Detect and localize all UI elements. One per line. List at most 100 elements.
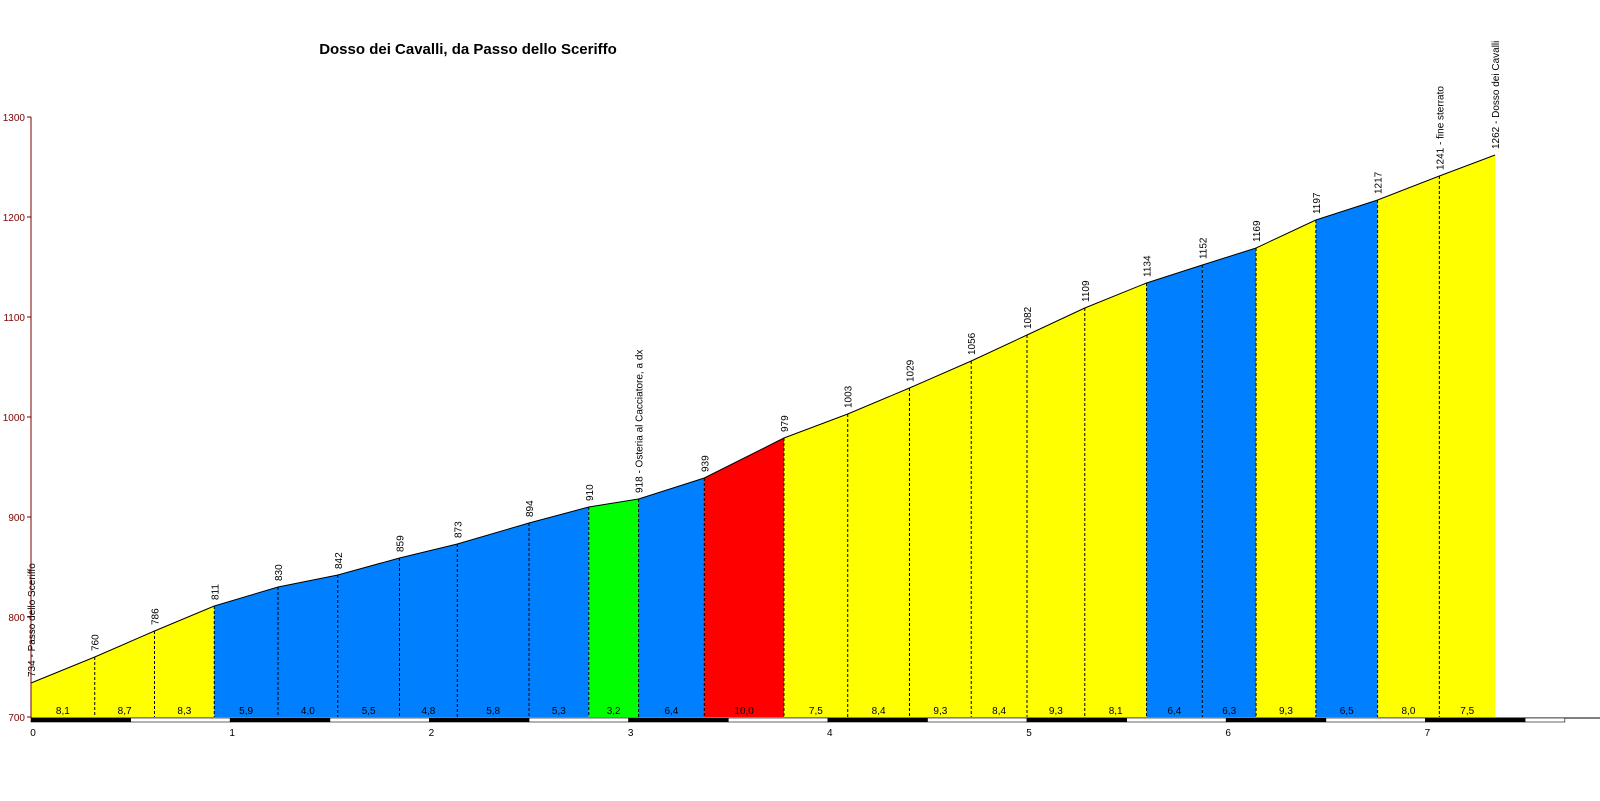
altitude-label: 873 (453, 521, 464, 538)
gradient-label: 5,5 (362, 706, 376, 717)
x-tick-label: 3 (628, 728, 634, 739)
profile-segment (1202, 248, 1257, 717)
profile-segment (1027, 308, 1085, 717)
gradient-label: 6,3 (1222, 706, 1236, 717)
gradient-label: 8,3 (177, 706, 191, 717)
y-tick-label: 900 (8, 513, 25, 524)
profile-segment (638, 478, 705, 717)
profile-segment (1377, 176, 1440, 717)
km-scale-fill (31, 718, 131, 722)
profile-segment (31, 657, 95, 717)
profile-segments (31, 155, 1496, 717)
km-scale-fill (1226, 718, 1327, 722)
y-tick-label: 1300 (3, 113, 26, 124)
altitude-label: 1217 (1374, 171, 1385, 194)
y-tick-label: 1100 (3, 313, 25, 324)
x-tick-label: 1 (229, 728, 235, 739)
altitude-label: 1003 (844, 385, 855, 408)
altitude-label: 1241 - fine sterrato (1435, 86, 1446, 170)
altitude-label: 734 - Passo dello Sceriffo (27, 563, 38, 677)
gradient-label: 6,4 (1167, 706, 1181, 717)
x-tick-label: 6 (1225, 728, 1231, 739)
y-tick-label: 1000 (3, 413, 26, 424)
gradient-label: 8,0 (1402, 706, 1416, 717)
profile-segment (909, 361, 972, 717)
altitude-label: 894 (525, 500, 536, 517)
altitude-label: 1262 - Dosso dei Cavalli (1491, 41, 1502, 149)
altitude-label: 859 (396, 535, 407, 552)
altitude-label: 830 (274, 564, 285, 581)
altitude-label: 1134 (1143, 255, 1154, 277)
altitude-label: 842 (334, 552, 345, 569)
profile-segment (971, 335, 1027, 717)
chart-title: Dosso dei Cavalli, da Passo dello Scerif… (319, 41, 617, 58)
gradient-label: 5,9 (239, 706, 253, 717)
gradient-labels: 8,1 8,7 8,3 5,9 4,0 5,5 4,8 5,8 5,3 3,2 6,4 10,0 7,5… (56, 706, 1475, 717)
altitude-label: 1169 (1252, 220, 1263, 242)
profile-segment (529, 507, 589, 717)
gradient-label: 4,0 (301, 706, 315, 717)
profile-segment (1315, 200, 1378, 717)
altitude-label: 811 (210, 584, 221, 600)
profile-segment (1256, 220, 1316, 717)
profile-segment (457, 523, 529, 717)
km-scale-fill (1425, 718, 1526, 722)
altitude-label: 1109 (1081, 280, 1092, 302)
gradient-label: 7,5 (1460, 706, 1474, 717)
profile-segment (847, 388, 910, 717)
altitude-labels: 734 - Passo dello Sceriffo 760 786 811 830 84… (27, 41, 1502, 677)
altitude-label: 1029 (905, 359, 916, 382)
profile-outline (30, 154, 1496, 684)
x-tick-label: 0 (30, 728, 36, 739)
gradient-label: 10,0 (734, 706, 754, 717)
x-tick-label: 7 (1425, 728, 1431, 739)
altitude-label: 918 - Osteria al Cacciatore, a dx (635, 350, 646, 493)
profile-segment (278, 575, 338, 717)
gradient-label: 9,3 (1049, 706, 1063, 717)
km-scale-fill (230, 718, 331, 722)
gradient-label: 5,8 (486, 706, 500, 717)
gradient-label: 9,3 (933, 706, 947, 717)
gradient-label: 8,1 (1109, 706, 1123, 717)
profile-segment (1084, 283, 1147, 717)
km-scale-fill (1027, 718, 1127, 722)
altitude-label: 939 (700, 455, 711, 472)
gradient-label: 3,2 (607, 706, 621, 717)
x-tick-label: 4 (827, 728, 833, 739)
altitude-label: 1082 (1023, 306, 1034, 329)
altitude-label: 1152 (1198, 237, 1209, 259)
gradient-label: 9,3 (1279, 706, 1293, 717)
x-tick-label: 5 (1026, 728, 1032, 739)
y-tick-label: 1200 (3, 213, 26, 224)
gradient-label: 8,4 (992, 706, 1006, 717)
profile-segment (337, 558, 400, 717)
x-tick-label: 2 (429, 728, 435, 739)
profile-segment (783, 414, 848, 717)
gradient-label: 8,7 (118, 706, 132, 717)
y-tick-label: 800 (8, 613, 25, 624)
gradient-label: 8,1 (56, 706, 70, 717)
altitude-label: 1197 (1312, 192, 1323, 214)
gradient-label: 6,4 (664, 706, 678, 717)
altitude-label: 786 (151, 608, 162, 625)
altitude-label: 910 (585, 484, 596, 501)
profile-segment (94, 631, 155, 717)
axes: 700 800 900 1000 1100 1200 1300 0 1 2 3 4 5 6 7 (3, 113, 1600, 739)
altitude-label: 979 (780, 415, 791, 432)
gradient-label: 5,3 (552, 706, 566, 717)
gradient-label: 7,5 (809, 706, 823, 717)
altitude-label: 1056 (967, 332, 978, 355)
km-scale-fill (827, 718, 928, 722)
profile-segment (704, 438, 784, 717)
profile-segment (214, 587, 279, 717)
gradient-label: 6,5 (1340, 706, 1354, 717)
gradient-label: 8,4 (872, 706, 886, 717)
profile-segment (1439, 155, 1496, 717)
segment-dividers (94, 176, 1440, 717)
km-scale-fill (628, 718, 729, 722)
profile-segment (154, 606, 215, 717)
y-tick-label: 700 (8, 713, 25, 724)
altitude-label: 760 (91, 634, 102, 651)
profile-segment (588, 499, 639, 717)
